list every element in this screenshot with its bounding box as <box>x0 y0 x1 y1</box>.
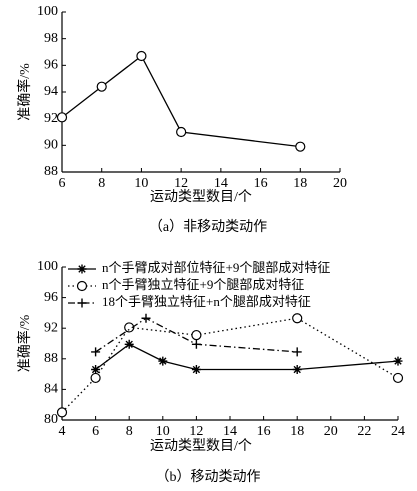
y-axis-label: 准确率/% <box>16 63 33 121</box>
legend-label: n个手臂独立特征+9个腿部成对特征 <box>102 277 304 292</box>
series-line <box>95 343 399 371</box>
marker <box>124 322 135 333</box>
x-axis-label: 运动类型数目/个 <box>150 438 252 454</box>
marker <box>91 365 101 375</box>
marker <box>191 339 201 349</box>
x-tick-label: 4 <box>59 424 66 439</box>
marker <box>295 141 306 152</box>
caption: （b）移动类动作 <box>156 469 261 485</box>
y-tick-label: 94 <box>44 84 58 99</box>
marker <box>292 313 303 324</box>
marker <box>191 365 201 375</box>
marker <box>158 356 168 366</box>
y-tick-label: 100 <box>37 4 58 19</box>
y-tick-label: 84 <box>44 382 58 397</box>
y-axis-label: 准确率/% <box>16 314 33 372</box>
y-tick-label: 92 <box>44 320 58 335</box>
y-tick-label: 88 <box>44 164 58 179</box>
y-tick-label: 98 <box>44 31 58 46</box>
marker <box>393 356 403 366</box>
x-axis-label: 运动类型数目/个 <box>150 189 252 205</box>
caption: （a）非移动类动作 <box>149 219 267 235</box>
legend-marker <box>76 280 88 292</box>
x-tick-label: 20 <box>333 176 347 191</box>
legend-marker <box>77 298 87 308</box>
marker <box>141 313 151 323</box>
marker <box>191 329 202 341</box>
x-tick-label: 14 <box>214 176 228 191</box>
marker <box>292 347 302 357</box>
x-tick-label: 16 <box>254 176 268 191</box>
x-tick-label: 12 <box>174 176 188 191</box>
x-tick-label: 6 <box>59 176 66 191</box>
x-tick-label: 6 <box>92 424 99 439</box>
x-tick-label: 20 <box>324 424 338 439</box>
y-tick-label: 92 <box>44 111 58 126</box>
x-tick-label: 10 <box>156 424 170 439</box>
marker <box>392 372 404 384</box>
y-tick-label: 100 <box>37 259 58 274</box>
marker <box>91 347 101 357</box>
marker <box>96 81 107 92</box>
legend-label: 18个手臂独立特征+n个腿部成对特征 <box>102 294 311 309</box>
x-tick-label: 8 <box>98 176 105 191</box>
marker <box>56 112 68 123</box>
y-tick-label: 96 <box>44 290 58 305</box>
marker <box>56 407 68 418</box>
x-tick-label: 24 <box>391 424 405 439</box>
x-tick-label: 10 <box>134 176 148 191</box>
y-tick-label: 88 <box>44 351 58 366</box>
marker <box>124 339 134 349</box>
marker <box>90 372 101 384</box>
series-line <box>95 317 298 353</box>
x-tick-label: 18 <box>290 424 304 439</box>
marker <box>292 365 302 375</box>
marker <box>176 126 187 138</box>
x-tick-label: 8 <box>126 424 133 439</box>
legend-marker <box>77 264 87 274</box>
x-tick-label: 16 <box>257 424 271 439</box>
y-tick-label: 96 <box>44 58 58 73</box>
marker <box>136 50 147 62</box>
x-tick-label: 12 <box>189 424 203 439</box>
y-tick-label: 90 <box>44 138 58 153</box>
x-tick-label: 14 <box>223 424 237 439</box>
y-tick-label: 80 <box>44 412 58 427</box>
x-tick-label: 22 <box>357 424 371 439</box>
x-tick-label: 18 <box>293 176 307 191</box>
series-line <box>61 317 399 413</box>
legend-label: n个手臂成对部位特征+9个腿部成对特征 <box>102 260 330 275</box>
